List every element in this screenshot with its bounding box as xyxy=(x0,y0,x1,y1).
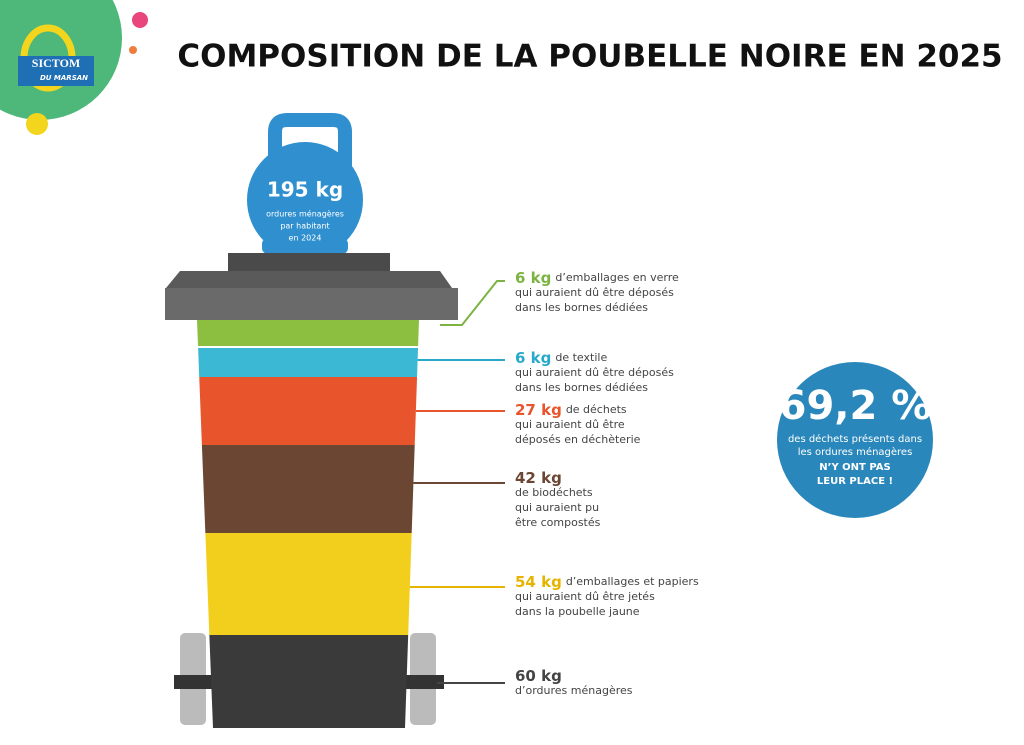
logo-text: DU MARSAN xyxy=(40,74,88,82)
decor-dot xyxy=(26,113,48,135)
bin-layer xyxy=(197,320,419,346)
layer-text: qui auraient dû être jetés xyxy=(515,590,655,603)
layer-text: qui auraient dû être xyxy=(515,418,625,431)
layer-text: d’emballages et papiers xyxy=(566,575,699,588)
weight-amount: 195 kg xyxy=(267,178,343,202)
bin-layer xyxy=(205,533,412,635)
kettlebell-base xyxy=(262,238,348,254)
layer-amount: 60 kg xyxy=(515,667,562,685)
lid-rim xyxy=(165,288,458,320)
lid-handle xyxy=(228,253,390,271)
weight-caption: ordures ménagères xyxy=(266,209,344,219)
layer-text: déposés en déchèterie xyxy=(515,433,641,446)
weight-caption: en 2024 xyxy=(289,234,322,243)
layer-amount: 42 kg xyxy=(515,469,562,487)
title: COMPOSITION DE LA POUBELLE NOIRE EN 2025 xyxy=(177,39,1002,75)
layer-label: 54 kg d’emballages et papiers xyxy=(515,573,699,591)
bin-layer xyxy=(199,377,418,445)
layer-text: qui auraient dû être déposés xyxy=(515,286,674,299)
decor-dot xyxy=(132,12,148,28)
layer-label: 27 kg de déchets xyxy=(515,401,627,419)
logo-box xyxy=(18,56,94,86)
layer-amount: 54 kg xyxy=(515,573,562,591)
layer-label: 6 kg de textile xyxy=(515,349,607,367)
layer-amount: 6 kg xyxy=(515,269,551,287)
layer-amount: 6 kg xyxy=(515,349,551,367)
layer-text: dans les bornes dédiées xyxy=(515,301,648,314)
bin-layer xyxy=(201,445,415,533)
layer-text: de textile xyxy=(555,351,607,364)
weight-caption: par habitant xyxy=(280,222,329,231)
layer-text: dans les bornes dédiées xyxy=(515,381,648,394)
layer-label: 42 kg xyxy=(515,469,562,487)
kettlebell xyxy=(247,142,363,258)
layer-text: dans la poubelle jaune xyxy=(515,605,640,618)
layer-text: de déchets xyxy=(566,403,627,416)
layer-amount: 27 kg xyxy=(515,401,562,419)
highlight-text: des déchets présents dans xyxy=(788,433,922,445)
decor-dot xyxy=(129,46,137,54)
kettlebell-handle xyxy=(268,113,352,170)
layer-text: qui auraient pu xyxy=(515,501,599,514)
bin-layer xyxy=(209,635,409,728)
bin-layer xyxy=(198,348,419,377)
layer-text: d’ordures ménagères xyxy=(515,684,633,697)
logo-text: SICTOM xyxy=(32,56,80,70)
highlight-circle xyxy=(777,362,933,518)
highlight-emphasis: LEUR PLACE ! xyxy=(817,476,893,487)
connector xyxy=(440,280,505,326)
layer-label: 60 kg xyxy=(515,667,562,685)
layer-label: 6 kg d’emballages en verre xyxy=(515,269,679,287)
highlight-value: 69,2 % xyxy=(779,383,932,429)
highlight-emphasis: N’Y ONT PAS xyxy=(819,462,890,473)
layer-text: qui auraient dû être déposés xyxy=(515,366,674,379)
lid xyxy=(166,271,452,288)
layer-text: d’emballages en verre xyxy=(555,271,679,284)
highlight-text: les ordures ménagères xyxy=(798,446,913,458)
layer-text: être compostés xyxy=(515,516,601,529)
layer-text: de biodéchets xyxy=(515,486,593,499)
